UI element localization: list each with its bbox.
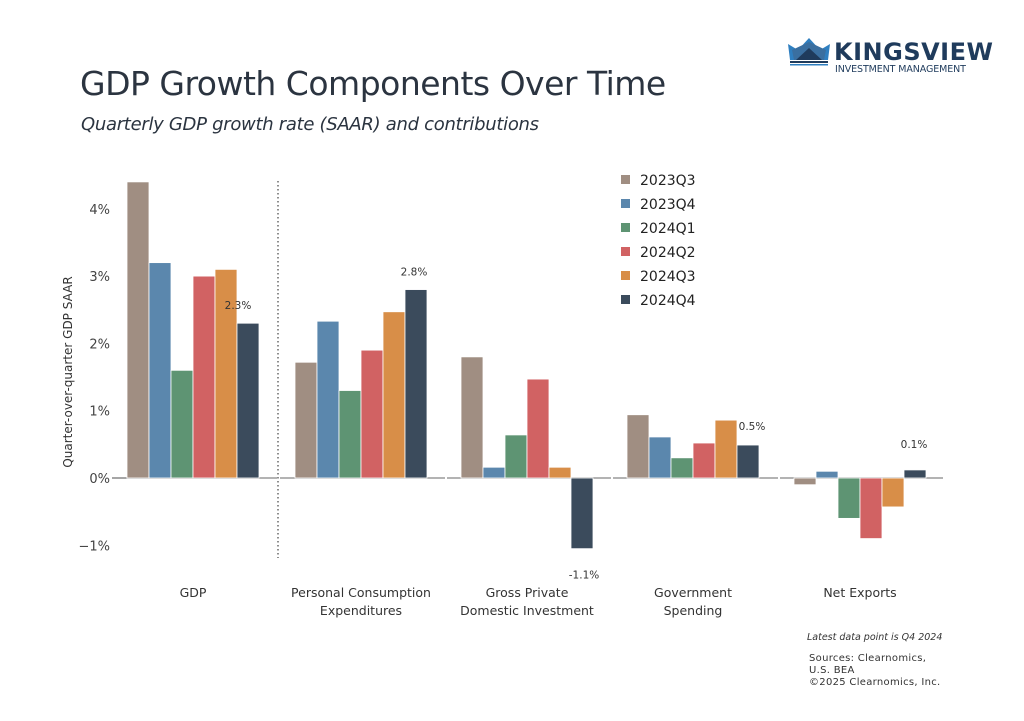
x-tick-label: Net Exports [823, 585, 896, 600]
bar-2024q4-cat3 [736, 444, 760, 479]
bar-2024q2-cat4 [859, 477, 883, 539]
bar-2024q1-cat2 [504, 434, 528, 479]
bar-2023q4-cat0 [148, 262, 172, 479]
bar-2023q4-cat3 [648, 436, 672, 479]
x-tick-label: Spending [664, 603, 723, 618]
data-label: -1.1% [569, 570, 599, 582]
kingsview-logo: KINGSVIEW INVESTMENT MANAGEMENT [788, 38, 993, 78]
legend: 2023Q3 2023Q4 2024Q1 2024Q2 2024Q3 2024Q4 [621, 173, 696, 309]
data-label: 2.8% [401, 267, 428, 279]
bar-2023q4-cat1 [316, 320, 340, 479]
x-tick-label: Expenditures [320, 603, 402, 618]
bar-2024q1-cat3 [670, 457, 694, 479]
y-tick-label: −1% [78, 539, 110, 554]
legend-label: 2024Q1 [640, 221, 696, 237]
bar-2023q3-cat4 [793, 477, 817, 486]
bar-2024q3-cat1 [382, 311, 406, 479]
bar-2023q3-cat0 [126, 181, 150, 479]
logo-wordmark: KINGSVIEW [834, 38, 994, 66]
bar-2023q4-cat4 [815, 470, 839, 479]
legend-swatch [621, 295, 630, 304]
y-tick-label: 2% [89, 337, 110, 352]
bars [126, 181, 927, 550]
bar-2023q3-cat2 [460, 356, 484, 479]
bar-2023q4-cat2 [482, 466, 506, 479]
bar-2024q2-cat2 [526, 378, 550, 479]
bar-2024q4-cat2 [570, 477, 594, 550]
data-label: 0.1% [901, 439, 928, 451]
legend-label: 2024Q3 [640, 269, 696, 285]
bar-2024q2-cat1 [360, 349, 384, 479]
data-label: 0.5% [739, 421, 766, 433]
bar-2024q4-cat1 [404, 289, 428, 479]
x-tick-label: Government [654, 585, 732, 600]
bar-2023q3-cat3 [626, 414, 650, 479]
bar-2024q2-cat3 [692, 442, 716, 479]
legend-swatch [621, 247, 630, 256]
legend-label: 2023Q4 [640, 197, 696, 213]
y-tick-label: 3% [89, 270, 110, 285]
legend-label: 2024Q2 [640, 245, 696, 261]
bar-2024q4-cat4 [903, 469, 927, 479]
data-labels: 2.3% 2.8% -1.1% 0.5% 0.1% [225, 267, 928, 582]
legend-swatch [621, 199, 630, 208]
sources-line: U.S. BEA [809, 665, 855, 676]
sources-line: Sources: Clearnomics, [809, 653, 927, 664]
copyright-line: ©2025 Clearnomics, Inc. [809, 677, 941, 688]
data-label: 2.3% [225, 300, 252, 312]
y-axis: −1% 0% 1% 2% 3% 4% [78, 203, 126, 554]
legend-swatch [621, 175, 630, 184]
logo-tagline: INVESTMENT MANAGEMENT [835, 64, 966, 75]
sources: Sources: Clearnomics, U.S. BEA ©2025 Cle… [809, 653, 941, 689]
y-tick-label: 0% [89, 472, 110, 487]
bar-2024q4-cat0 [236, 322, 260, 479]
x-axis-labels: GDP Personal Consumption Expenditures Gross… [180, 585, 897, 618]
y-tick-label: 1% [89, 405, 110, 420]
x-tick-label: GDP [180, 585, 207, 600]
legend-label: 2024Q4 [640, 293, 696, 309]
bar-2024q3-cat3 [714, 419, 738, 479]
x-tick-label: Domestic Investment [460, 603, 594, 618]
crown-icon [788, 38, 830, 66]
chart-title: GDP Growth Components Over Time [80, 64, 666, 103]
bar-2024q2-cat0 [192, 275, 216, 479]
bar-2024q3-cat2 [548, 466, 572, 479]
y-tick-label: 4% [89, 203, 110, 218]
bar-2024q1-cat4 [837, 477, 861, 519]
chart-subtitle: Quarterly GDP growth rate (SAAR) and con… [81, 114, 539, 135]
bar-2023q3-cat1 [294, 361, 318, 479]
x-tick-label: Gross Private [486, 585, 569, 600]
bar-2024q3-cat4 [881, 477, 905, 508]
latest-data-note: Latest data point is Q4 2024 [807, 632, 943, 643]
bar-2024q1-cat0 [170, 369, 194, 479]
bar-2024q1-cat1 [338, 390, 362, 479]
x-tick-label: Personal Consumption [291, 585, 431, 600]
legend-label: 2023Q3 [640, 173, 696, 189]
legend-swatch [621, 271, 630, 280]
legend-swatch [621, 223, 630, 232]
y-axis-label: Quarter-over-quarter GDP SAAR [61, 276, 75, 467]
